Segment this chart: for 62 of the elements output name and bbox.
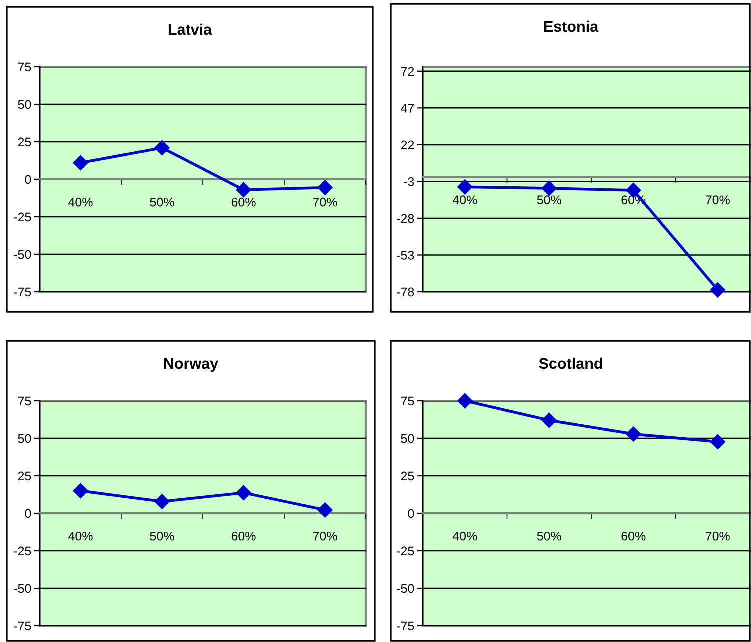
x-tick-label: 50% <box>150 532 174 541</box>
y-tick-label: 50 <box>18 100 32 110</box>
point <box>154 140 170 156</box>
x-tick-label: 70% <box>313 532 338 541</box>
point <box>710 282 726 298</box>
x-tick-label: 60% <box>622 532 646 541</box>
point <box>318 502 333 518</box>
x-tick-label: 40% <box>68 532 93 541</box>
y-tick-label: -50 <box>14 584 32 594</box>
y-tick-label: 0 <box>408 509 414 518</box>
chart-title: Scotland <box>539 358 602 370</box>
point <box>458 180 473 195</box>
point <box>73 483 88 499</box>
x-tick-label: 70% <box>706 196 730 205</box>
y-tick-label: 47 <box>401 104 414 113</box>
y-tick-label: -25 <box>14 546 32 556</box>
y-tick-label: -75 <box>14 622 32 631</box>
x-tick-label: 70% <box>706 532 730 541</box>
y-tick-label: -78 <box>397 288 414 297</box>
y-tick-label: 0 <box>25 509 32 518</box>
x-tick-label: 50% <box>150 198 174 207</box>
y-tick-label: 25 <box>18 472 32 481</box>
chart-title: Latvia <box>168 24 212 36</box>
point <box>154 494 170 510</box>
y-tick-label: 50 <box>18 434 32 444</box>
x-tick-label: 40% <box>68 198 93 207</box>
x-tick-label: 60% <box>232 532 256 541</box>
y-tick-label: -50 <box>14 250 32 260</box>
x-tick-label: 50% <box>537 196 562 205</box>
x-tick-label: 50% <box>537 532 562 541</box>
x-tick-label: 70% <box>313 198 338 207</box>
y-tick-label: 0 <box>25 175 32 184</box>
y-tick-label: 72 <box>401 67 414 76</box>
y-tick-label: 75 <box>18 62 32 72</box>
chart-title: Norway <box>164 358 219 372</box>
y-tick-label: 25 <box>401 472 414 481</box>
point <box>542 180 557 196</box>
point <box>710 434 726 450</box>
y-tick-label: -25 <box>14 212 32 222</box>
y-tick-label: 75 <box>401 396 414 406</box>
x-tick-label: 40% <box>452 196 478 205</box>
y-tick-label: -75 <box>397 622 414 631</box>
y-tick-label: 75 <box>18 396 32 406</box>
y-tick-label: -75 <box>14 288 32 297</box>
x-tick-label: 60% <box>232 198 256 207</box>
y-tick-label: -50 <box>397 584 414 594</box>
y-tick-label: 50 <box>401 434 414 444</box>
point <box>236 182 252 198</box>
chart-title: Estonia <box>544 20 599 32</box>
point <box>73 155 88 171</box>
y-tick-label: -28 <box>397 214 414 224</box>
point <box>542 412 557 428</box>
y-tick-label: -3 <box>404 178 414 186</box>
x-tick-label: 40% <box>452 532 478 541</box>
point <box>458 393 473 409</box>
point <box>626 426 642 442</box>
y-tick-label: -25 <box>397 546 414 556</box>
point <box>318 180 333 196</box>
y-tick-label: 25 <box>18 138 32 147</box>
y-tick-label: -53 <box>397 251 414 260</box>
point <box>236 485 252 501</box>
y-tick-label: 22 <box>401 140 414 150</box>
